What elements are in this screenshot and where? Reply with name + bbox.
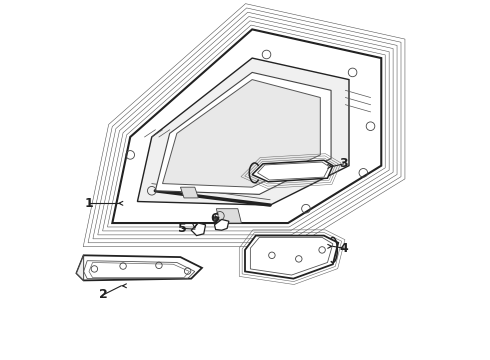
- Text: 6: 6: [210, 212, 219, 225]
- Text: 4: 4: [339, 242, 348, 255]
- Polygon shape: [180, 187, 198, 198]
- Polygon shape: [215, 220, 229, 230]
- Polygon shape: [216, 209, 242, 223]
- Polygon shape: [163, 80, 320, 187]
- Text: 3: 3: [339, 157, 348, 170]
- Text: 1: 1: [85, 197, 94, 210]
- Polygon shape: [245, 235, 338, 279]
- Polygon shape: [191, 223, 205, 235]
- Polygon shape: [76, 255, 202, 280]
- Polygon shape: [155, 72, 331, 194]
- Polygon shape: [137, 58, 349, 205]
- Polygon shape: [112, 30, 381, 223]
- Text: 5: 5: [178, 222, 187, 235]
- Polygon shape: [76, 255, 84, 280]
- Polygon shape: [252, 160, 333, 182]
- Text: 2: 2: [99, 288, 108, 301]
